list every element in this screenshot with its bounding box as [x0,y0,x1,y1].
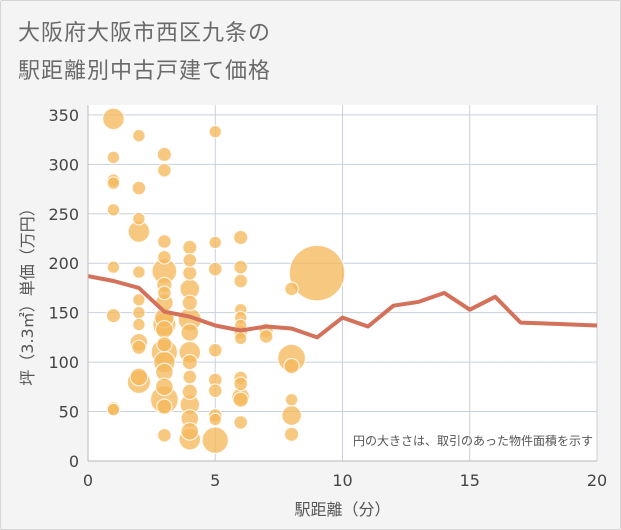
data-bubble [180,421,200,441]
data-bubble [283,426,300,442]
data-bubble [156,285,172,301]
data-bubble [284,392,299,407]
data-bubble [208,235,223,250]
x-tick-label: 0 [83,471,93,490]
data-bubble [182,239,198,256]
data-bubble [106,150,121,165]
data-bubble [233,376,249,392]
data-bubble [233,259,249,275]
data-bubble [233,273,249,289]
data-bubble [156,427,172,443]
data-bubble [207,383,223,399]
data-bubble [182,265,198,281]
data-bubble [182,369,198,385]
y-axis-label: 坪（3.3㎡）単価（万円） [18,200,37,385]
data-bubble [132,265,146,279]
axes [87,105,597,462]
data-bubble [156,398,173,415]
data-bubble [233,415,249,430]
data-bubble [281,405,303,426]
data-bubble [102,107,125,131]
data-bubble [129,367,149,387]
data-bubble [207,261,223,277]
y-tick-label: 350 [48,106,79,125]
data-bubble [208,124,223,139]
y-tick-label: 50 [59,403,79,422]
y-tick-label: 0 [69,452,79,471]
data-bubble [132,317,146,332]
x-tick-label: 10 [332,471,352,490]
data-bubble [181,294,198,311]
x-axis-label: 駅距離（分） [294,500,390,519]
data-bubble [201,426,230,454]
average-price-line [87,274,598,340]
y-tick-label: 100 [48,353,79,372]
data-bubble [156,336,173,353]
data-bubble [132,293,146,307]
data-bubble [208,412,223,427]
data-bubble [181,353,198,371]
data-bubble [154,320,174,339]
tick-labels: 0 50 100 150 200 250 300 350 0 5 10 15 20 [48,106,607,490]
data-bubble [156,146,173,163]
data-bubble [283,357,300,375]
x-tick-label: 15 [460,471,480,490]
data-bubble [156,234,172,249]
average-line-series [87,274,598,340]
data-bubble [132,305,146,320]
y-tick-label: 250 [48,205,79,224]
data-bubble [154,377,174,397]
y-tick-label: 150 [48,304,79,323]
data-bubble [131,180,147,196]
x-tick-label: 20 [587,471,607,490]
bubble-series [102,107,346,454]
data-bubble [182,252,198,268]
data-bubble [156,162,172,178]
data-bubble [258,329,274,344]
data-bubble [284,281,299,297]
data-bubble [106,203,121,217]
data-bubble [181,383,198,400]
data-bubble [106,176,121,190]
bubble-size-note: 円の大きさは、取引のあった物件面積を示す [353,433,593,448]
y-tick-label: 200 [48,254,79,273]
data-bubble [233,229,249,246]
data-bubble [132,211,146,226]
data-bubble [207,342,223,358]
data-bubble [180,323,200,342]
data-bubble [156,249,172,265]
chart-title-line-2: 駅距離別中古戸建て価格 [18,59,272,84]
data-bubble [105,307,122,324]
data-bubble [233,331,248,346]
data-bubble [232,391,249,408]
data-bubble [132,128,146,143]
y-tick-label: 300 [48,155,79,174]
data-bubble [131,339,147,355]
data-bubble [106,260,121,274]
data-bubble [288,244,346,302]
data-bubble [106,402,121,417]
chart-title-line-1: 大阪府大阪市西区九条の [18,21,272,46]
x-tick-label: 5 [210,471,220,490]
